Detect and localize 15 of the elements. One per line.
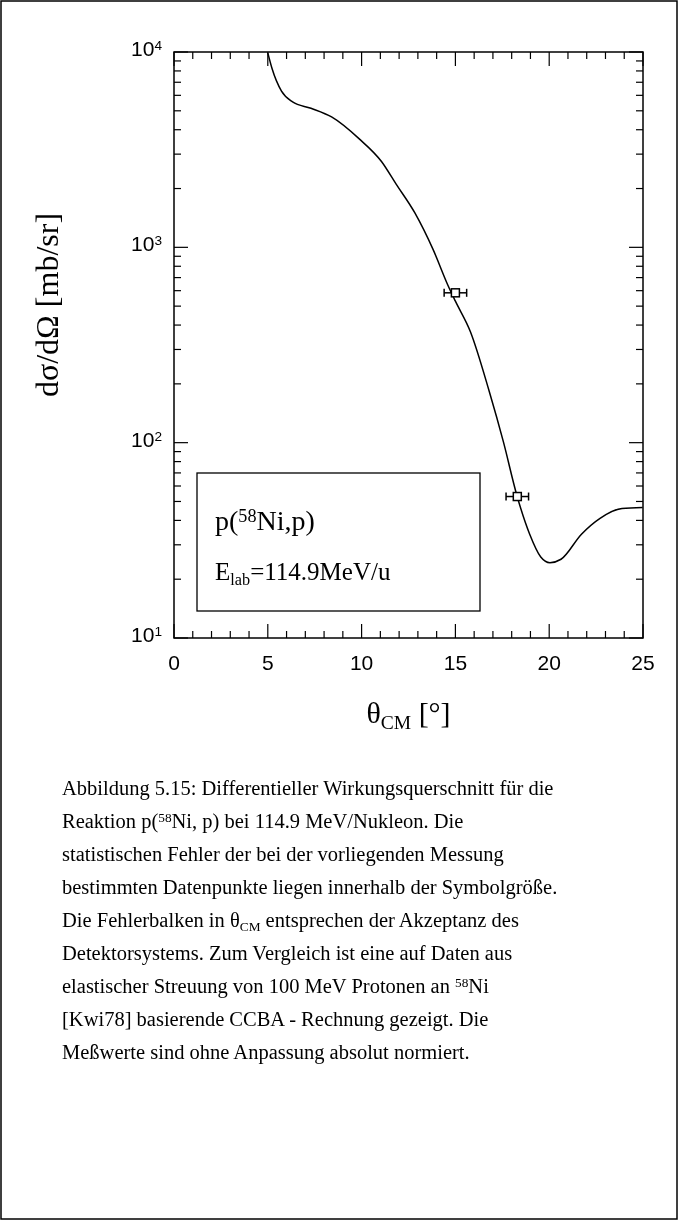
annotation: E$_{lab}$=114.9MeV/u (215, 558, 391, 589)
y-axis-title: dσ/dΩ [mb/sr] (29, 212, 65, 398)
x-tick-label: 15 (443, 651, 468, 674)
y-tick-label: 10$^{1}$ (131, 623, 162, 646)
annotation: p($^{58}$Ni,p) (215, 505, 315, 536)
y-tick-label: 10$^{2}$ (131, 427, 162, 451)
y-tick-label: 10$^{3}$ (131, 232, 162, 256)
text: Abbildung 5.15: Differentieller Wirkungsquerschnitt für die Reaktion p($^{58}$Ni, p) bei 114.9 MeV/Nukleon. Die statistischen Fehler der bei der vorliegenden Messung bestimmten Datenpunkte liegen innerhalb der Symbolgröße. Die Fehlerbalken in θ$_{CM}$ entsprechen der Akzeptanz des Detektorsystems. Zum Vergleich ist eine auf Daten aus elastischer Streuung von 100 MeV Protonen an $^{58}$Ni [Kwi78] basierende CCBA - Rechnung gezeigt. Die Meßwerte sind ohne Anpassung absolut normiert. (62, 777, 558, 1063)
x-tick-label: 25 (631, 651, 655, 674)
x-tick-label: 20 (537, 651, 561, 674)
y-tick-label: 10$^{4}$ (131, 37, 163, 60)
x-tick-label: 0 (168, 651, 180, 674)
x-axis-title: θ$_{CM}$ [°] (366, 696, 451, 733)
x-tick-label: 5 (261, 651, 274, 674)
x-tick-label: 10 (349, 651, 374, 674)
